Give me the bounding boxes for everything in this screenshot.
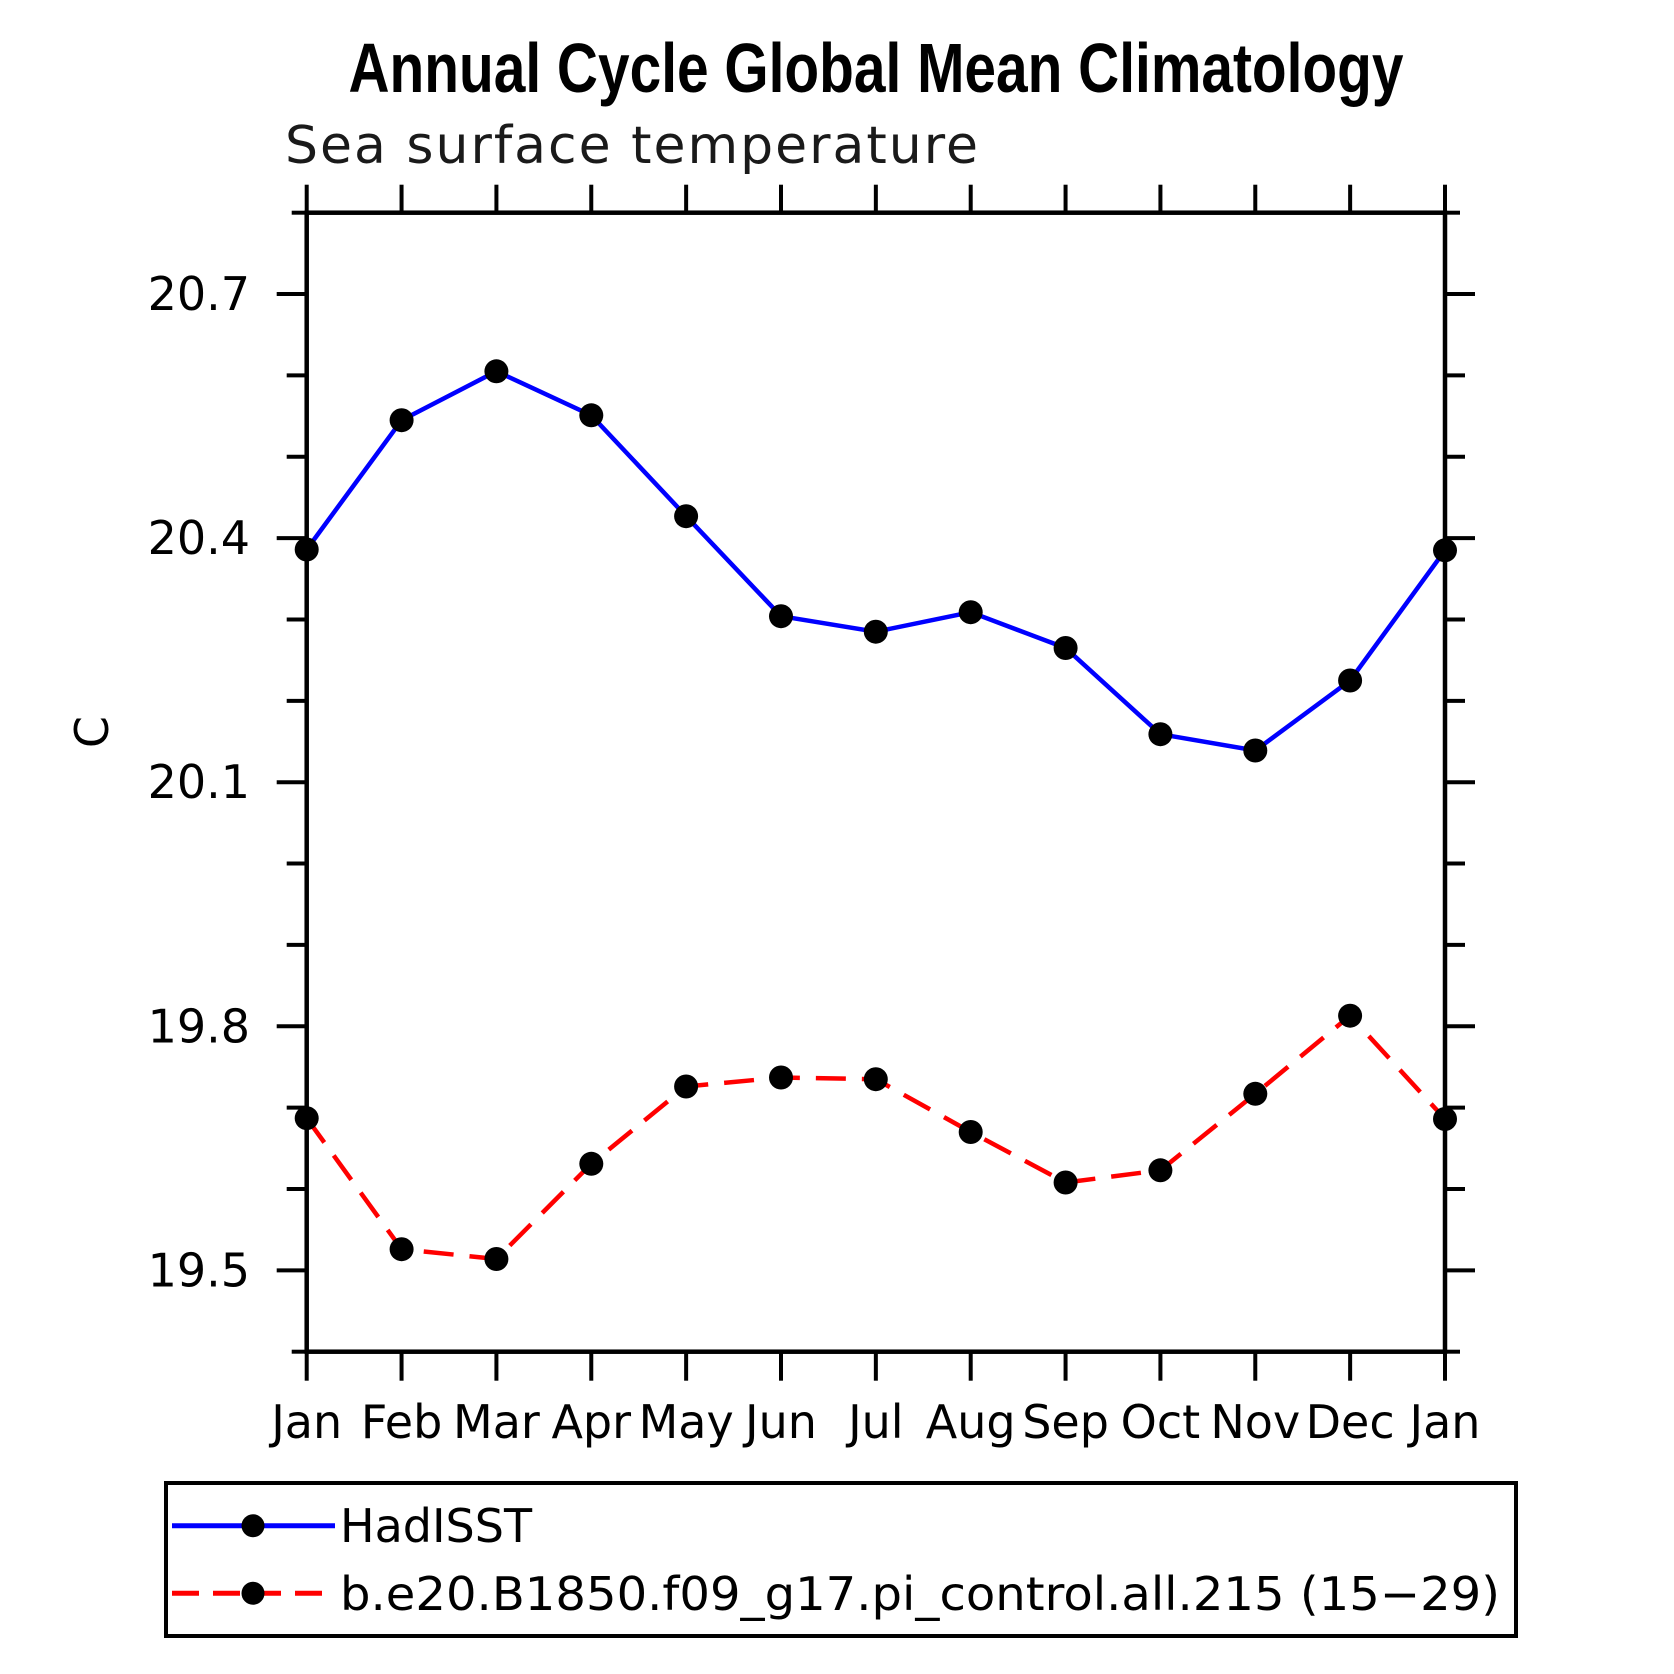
data-point-marker: [484, 1247, 509, 1271]
x-tick-label: Dec: [1306, 1395, 1395, 1449]
x-tick-label: Aug: [926, 1395, 1016, 1449]
data-point-marker: [1148, 1158, 1173, 1183]
y-tick-label: 20.4: [148, 511, 250, 565]
y-tick-label: 19.8: [148, 999, 250, 1053]
y-tick-label: 19.5: [148, 1243, 250, 1297]
chart-title: Annual Cycle Global Mean Climatology: [349, 29, 1404, 107]
series-model: [294, 1003, 1457, 1271]
x-tick-label: May: [639, 1395, 734, 1449]
data-point-marker: [1338, 668, 1363, 693]
x-tick-label: Mar: [453, 1395, 540, 1449]
x-tick-label: Jan: [268, 1395, 342, 1449]
legend-item-model: b.e20.B1850.f09_g17.pi_control.all.215 (…: [172, 1567, 1500, 1621]
data-point-marker: [579, 403, 604, 428]
legend-label-model: b.e20.B1850.f09_g17.pi_control.all.215 (…: [340, 1567, 1500, 1621]
y-tick-labels: 19.5 19.8 20.1 20.4 20.7: [148, 267, 250, 1297]
data-point-marker: [1433, 538, 1457, 563]
data-point-marker: [294, 537, 319, 562]
series-line: [304, 368, 1447, 753]
data-point-marker: [294, 1106, 319, 1131]
data-point-marker: [1338, 1003, 1363, 1028]
axis-ticks: [276, 184, 1475, 1381]
legend-label-hadisst: HadISST: [340, 1499, 533, 1553]
data-series: [294, 359, 1457, 1271]
data-point-marker: [389, 408, 414, 433]
series-hadisst: [294, 359, 1457, 763]
legend-box: HadISST b.e20.B1850.f09_g17.pi_control.a…: [164, 1481, 1518, 1638]
data-point-marker: [1053, 636, 1078, 660]
y-axis-label: C: [65, 716, 119, 748]
data-point-marker: [863, 1067, 888, 1092]
chart-subtitle: Sea surface temperature: [285, 116, 980, 176]
y-tick-label: 20.7: [148, 267, 250, 321]
series-line: [304, 1012, 1447, 1262]
legend-marker-icon: [241, 1581, 265, 1605]
data-point-marker: [1433, 1107, 1457, 1131]
data-point-marker: [674, 1074, 699, 1099]
legend-item-hadisst: HadISST: [172, 1499, 533, 1553]
data-point-marker: [1053, 1170, 1078, 1195]
x-tick-label: Jan: [1407, 1395, 1481, 1449]
x-tick-label: Apr: [551, 1395, 631, 1449]
data-point-marker: [958, 1120, 983, 1144]
legend-border: [164, 1481, 1518, 1638]
x-tick-labels: Jan Feb Mar Apr May Jun Jul Aug Sep Oct Nov Dec Jan: [268, 1395, 1480, 1449]
x-tick-label: Feb: [361, 1395, 442, 1449]
data-point-marker: [674, 504, 699, 529]
data-point-marker: [1243, 738, 1268, 763]
y-tick-label: 20.1: [148, 755, 250, 809]
legend-marker-icon: [241, 1514, 265, 1538]
data-point-marker: [863, 619, 888, 644]
x-tick-label: Sep: [1022, 1395, 1109, 1449]
data-point-marker: [769, 604, 793, 629]
data-point-marker: [1243, 1081, 1268, 1106]
x-tick-label: Oct: [1121, 1395, 1201, 1449]
data-point-marker: [958, 600, 983, 625]
data-point-marker: [484, 359, 509, 384]
x-tick-label: Jun: [742, 1395, 817, 1449]
plot-frame: [304, 210, 1448, 1354]
x-tick-label: Jul: [845, 1395, 904, 1449]
x-tick-label: Nov: [1210, 1395, 1300, 1449]
data-point-marker: [769, 1065, 793, 1090]
data-point-marker: [579, 1151, 604, 1176]
data-point-marker: [1148, 722, 1173, 747]
data-point-marker: [389, 1237, 414, 1262]
